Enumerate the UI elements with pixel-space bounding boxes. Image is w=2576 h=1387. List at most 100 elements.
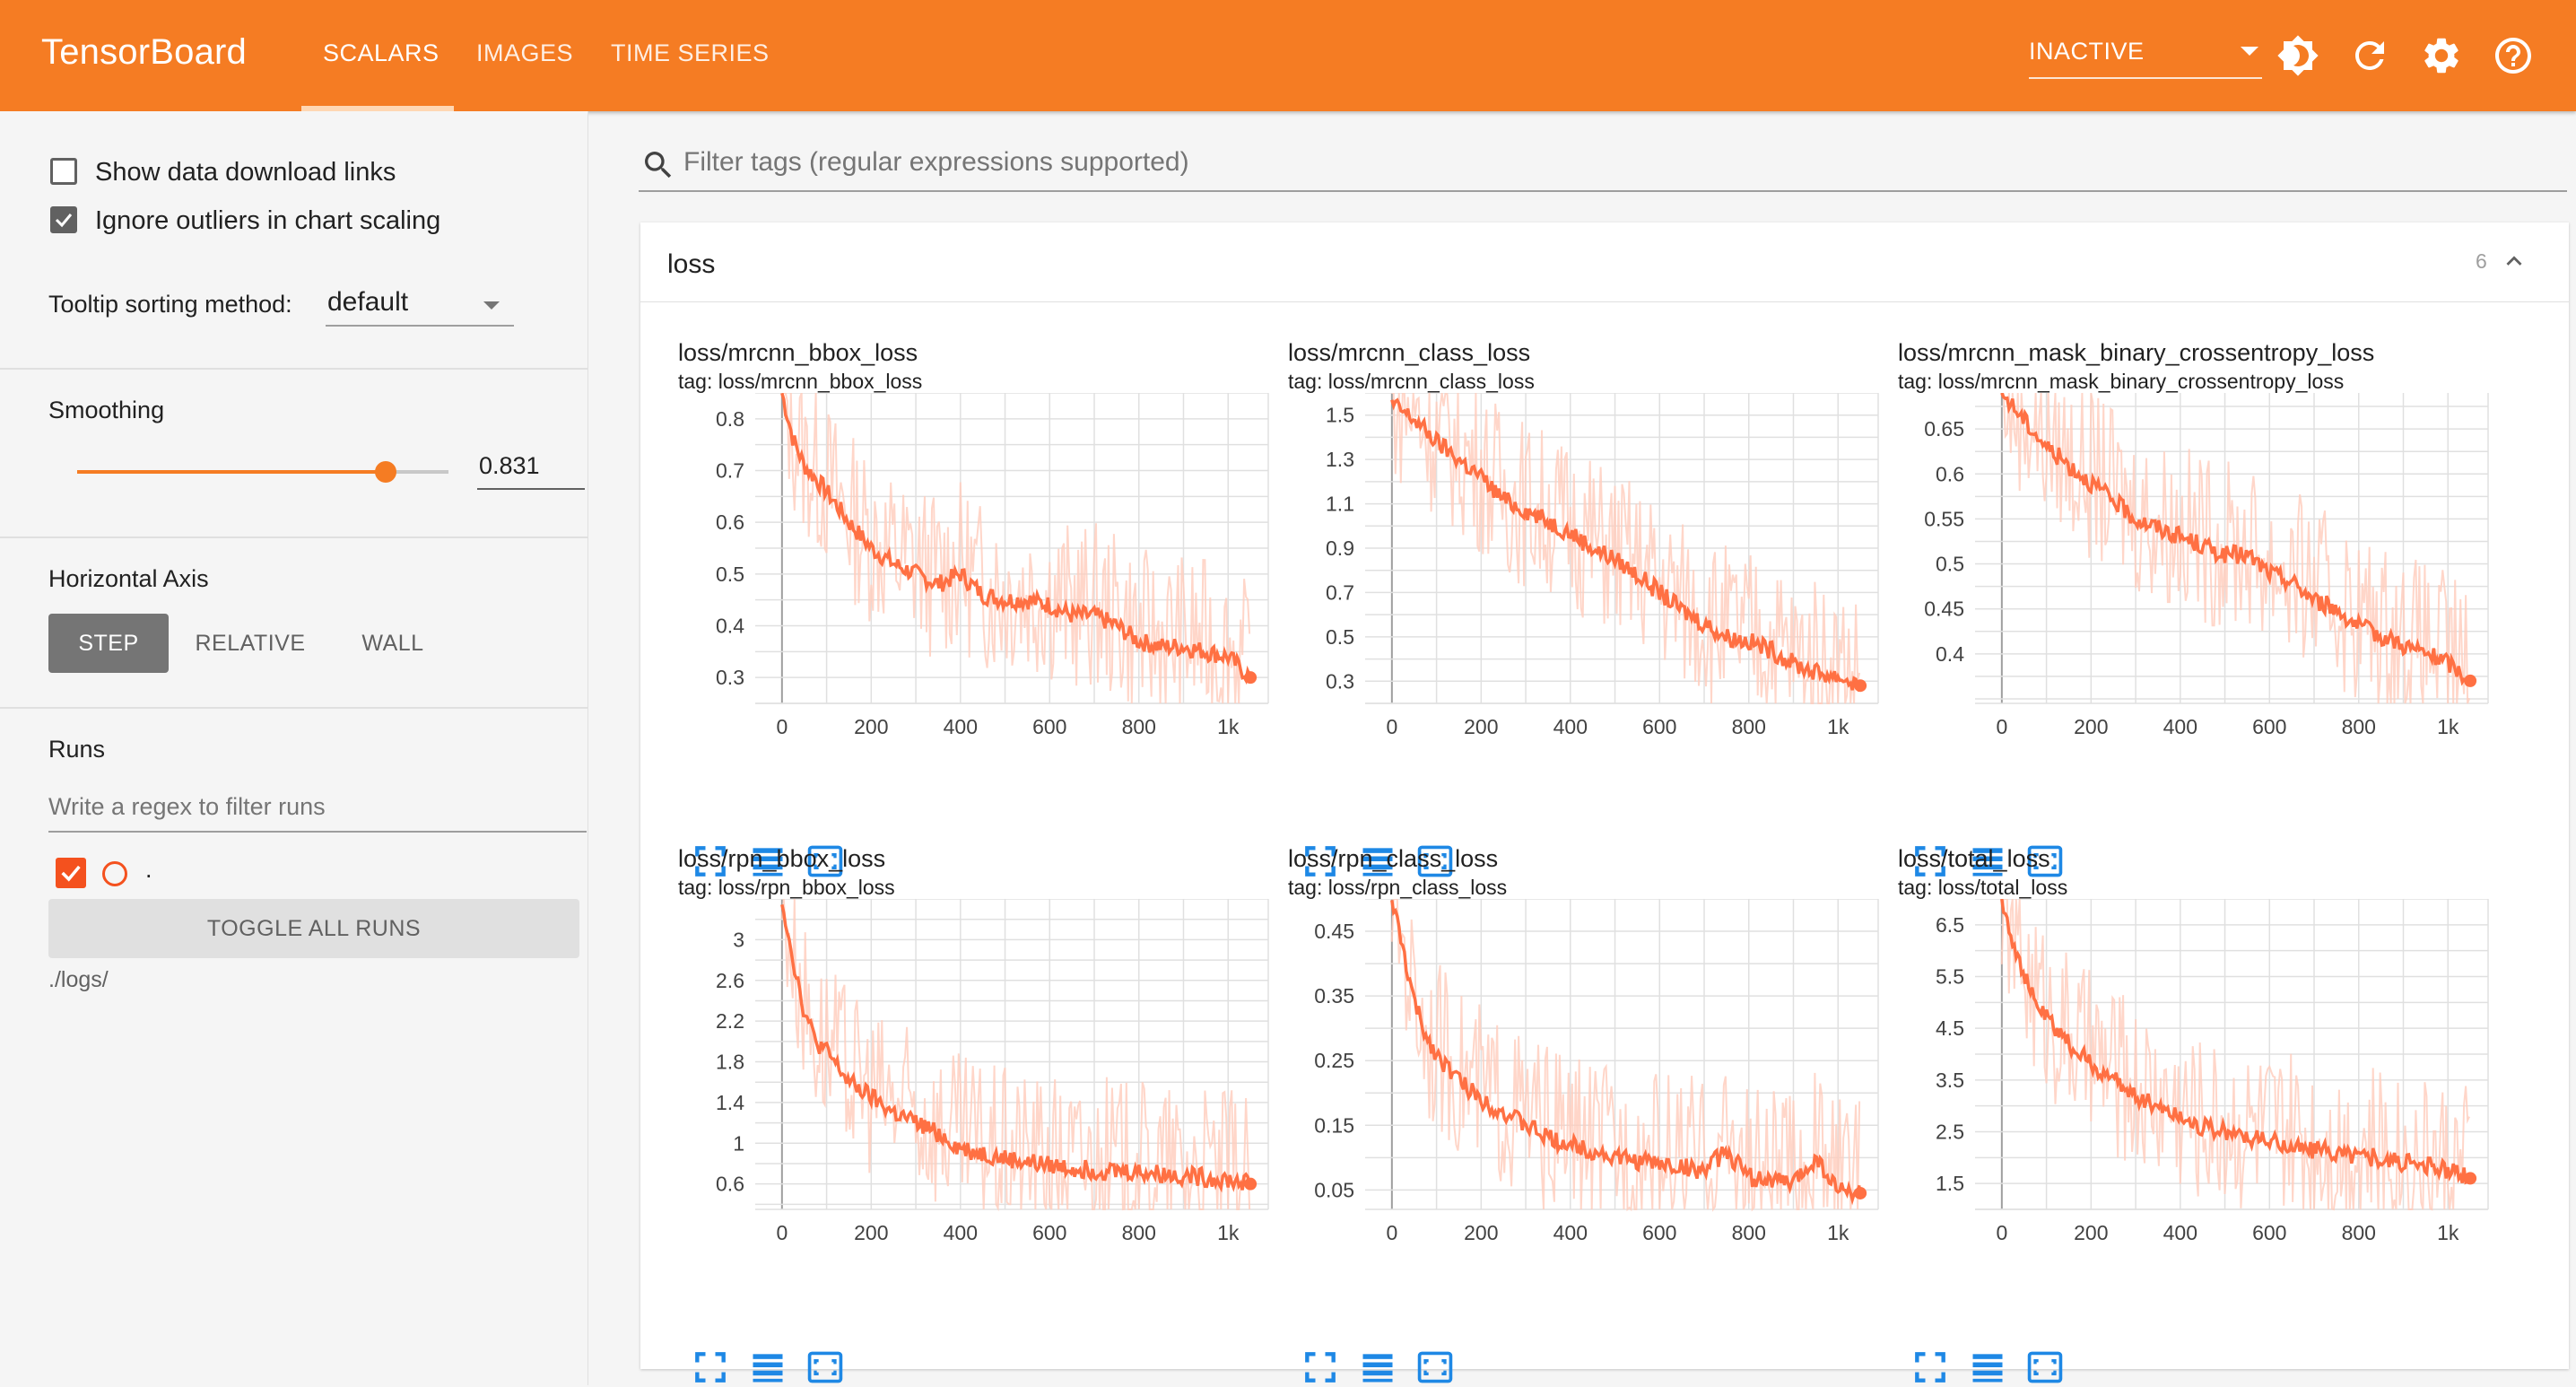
chart-title: loss/mrcnn_mask_binary_crossentropy_loss	[1898, 339, 2375, 366]
search-icon	[645, 152, 672, 179]
chart-tag-label: tag: loss/total_loss	[1898, 876, 2068, 899]
smoothed-series-line	[1390, 900, 1861, 1206]
run-checkbox[interactable]	[56, 858, 86, 888]
y-tick-label: 0.7	[716, 459, 744, 483]
chevron-down-icon	[2241, 47, 2258, 56]
tooltip-sorting-select[interactable]: default	[326, 282, 514, 327]
data-table-icon[interactable]	[1358, 1294, 1397, 1383]
plugin-select[interactable]: INACTIVE	[2029, 34, 2262, 79]
x-tick-label: 0	[776, 1221, 788, 1244]
fullscreen-icon[interactable]	[691, 1294, 730, 1383]
help-icon[interactable]	[2492, 34, 2535, 77]
chevron-up-icon[interactable]	[2499, 246, 2529, 276]
x-tick-label: 600	[2252, 715, 2286, 738]
run-color-icon[interactable]	[102, 861, 127, 886]
fullscreen-icon[interactable]	[1910, 1294, 1950, 1383]
data-table-icon[interactable]	[748, 788, 788, 877]
data-table-icon[interactable]	[1358, 788, 1397, 877]
tag-group-count: 6	[2476, 249, 2487, 273]
runs-filter-placeholder: Write a regex to filter runs	[48, 793, 326, 820]
x-tick-label: 800	[1732, 1221, 1766, 1244]
axis-wall-button[interactable]: WALL	[361, 630, 424, 656]
tag-filter-placeholder: Filter tags (regular expressions support…	[683, 147, 1189, 177]
data-table-icon[interactable]	[748, 1294, 788, 1383]
show-download-links-checkbox[interactable]	[50, 158, 77, 185]
settings-icon[interactable]	[2420, 34, 2463, 77]
smoothed-series-line	[780, 393, 1251, 685]
fit-domain-icon[interactable]	[1415, 1294, 1455, 1383]
data-table-icon[interactable]	[1968, 788, 2007, 877]
toggle-all-runs-button[interactable]: TOGGLE ALL RUNS	[48, 899, 579, 958]
y-tick-label: 0.45	[1314, 920, 1354, 943]
fit-domain-icon[interactable]	[2025, 788, 2065, 877]
fit-domain-icon[interactable]	[2025, 1294, 2065, 1383]
tab-scalars[interactable]: SCALARS	[323, 39, 439, 66]
x-tick-label: 600	[1032, 715, 1066, 738]
smoothing-slider-thumb[interactable]	[375, 461, 397, 483]
y-tick-label: 0.5	[716, 563, 744, 586]
x-tick-label: 1k	[2437, 715, 2459, 738]
tag-group-header[interactable]: loss 6	[640, 222, 2569, 302]
y-tick-label: 0.6	[716, 510, 744, 534]
y-tick-label: 0.4	[716, 615, 744, 638]
x-tick-label: 200	[1464, 1221, 1498, 1244]
chart-title: loss/total_loss	[1898, 845, 2050, 872]
x-tick-label: 1k	[1827, 1221, 1849, 1244]
fit-domain-icon[interactable]	[805, 788, 845, 877]
x-tick-label: 200	[854, 1221, 888, 1244]
fit-domain-icon[interactable]	[1415, 788, 1455, 877]
y-tick-label: 4.5	[1936, 1016, 1964, 1040]
chart-title: loss/mrcnn_bbox_loss	[678, 339, 918, 366]
scalar-chart-card: loss/rpn_bbox_loss tag: loss/rpn_bbox_los…	[678, 845, 1279, 1383]
y-tick-label: 0.5	[1936, 553, 1964, 576]
smoothed-series-line	[1390, 397, 1861, 693]
y-tick-label: 6.5	[1936, 913, 1964, 937]
active-tab-indicator	[301, 106, 454, 111]
divider	[0, 707, 587, 709]
axis-relative-button[interactable]: RELATIVE	[195, 630, 306, 656]
y-tick-label: 0.3	[1326, 669, 1354, 693]
data-table-icon[interactable]	[1968, 1294, 2007, 1383]
raw-series-line	[1391, 393, 1861, 704]
x-tick-label: 400	[944, 715, 978, 738]
divider	[0, 536, 587, 538]
smoothing-slider-fill	[77, 470, 387, 474]
tag-group-card: loss 6 loss/mrcnn_bbox_loss tag: loss/mrc…	[640, 222, 2569, 1383]
tab-images[interactable]: IMAGES	[476, 39, 574, 66]
y-tick-label: 0.05	[1314, 1178, 1354, 1201]
line-chart: 1.5 2.5 3.5 4.5 5.5 6.5 0 200 400 600 800 1k	[1936, 899, 2489, 1244]
smoothed-series-line	[2000, 393, 2471, 686]
ignore-outliers-label: Ignore outliers in chart scaling	[95, 206, 441, 235]
ignore-outliers-checkbox[interactable]	[50, 206, 77, 233]
axis-step-button[interactable]: STEP	[48, 614, 169, 673]
y-tick-label: 0.6	[716, 1173, 744, 1196]
chart-tag-label: tag: loss/mrcnn_class_loss	[1288, 370, 1535, 393]
x-tick-label: 1k	[1217, 715, 1240, 738]
tag-group-title: loss	[667, 249, 716, 279]
tag-filter-input[interactable]: Filter tags (regular expressions support…	[639, 136, 2567, 192]
y-tick-label: 0.25	[1314, 1049, 1354, 1072]
theme-toggle-icon[interactable]	[2276, 34, 2319, 77]
fullscreen-icon[interactable]	[1910, 788, 1950, 877]
fullscreen-icon[interactable]	[691, 788, 730, 877]
scalar-chart-card: loss/rpn_class_loss tag: loss/rpn_class_l…	[1288, 845, 1889, 1383]
line-chart: 0.3 0.4 0.5 0.6 0.7 0.8 0 200 400 600 800 1k	[716, 393, 1269, 738]
scalar-chart-card: loss/mrcnn_bbox_loss tag: loss/mrcnn_bbox…	[678, 339, 1279, 877]
x-tick-label: 0	[1996, 1221, 2007, 1244]
reload-icon[interactable]	[2348, 34, 2391, 77]
fullscreen-icon[interactable]	[1301, 1294, 1340, 1383]
raw-series-line	[781, 393, 1251, 704]
fullscreen-icon[interactable]	[1301, 788, 1340, 877]
last-point-marker	[1854, 1186, 1867, 1199]
fit-domain-icon[interactable]	[805, 1294, 845, 1383]
runs-filter-input[interactable]: Write a regex to filter runs	[48, 781, 587, 833]
smoothing-slider[interactable]	[77, 461, 448, 483]
smoothing-input[interactable]: 0.831	[477, 443, 585, 490]
y-tick-label: 0.6	[1936, 462, 1964, 485]
y-tick-label: 0.5	[1326, 625, 1354, 649]
tab-time-series[interactable]: TIME SERIES	[611, 39, 770, 66]
x-tick-label: 600	[1642, 715, 1676, 738]
x-tick-label: 1k	[1217, 1221, 1240, 1244]
y-tick-label: 2.2	[716, 1009, 744, 1033]
x-tick-label: 200	[2074, 715, 2108, 738]
